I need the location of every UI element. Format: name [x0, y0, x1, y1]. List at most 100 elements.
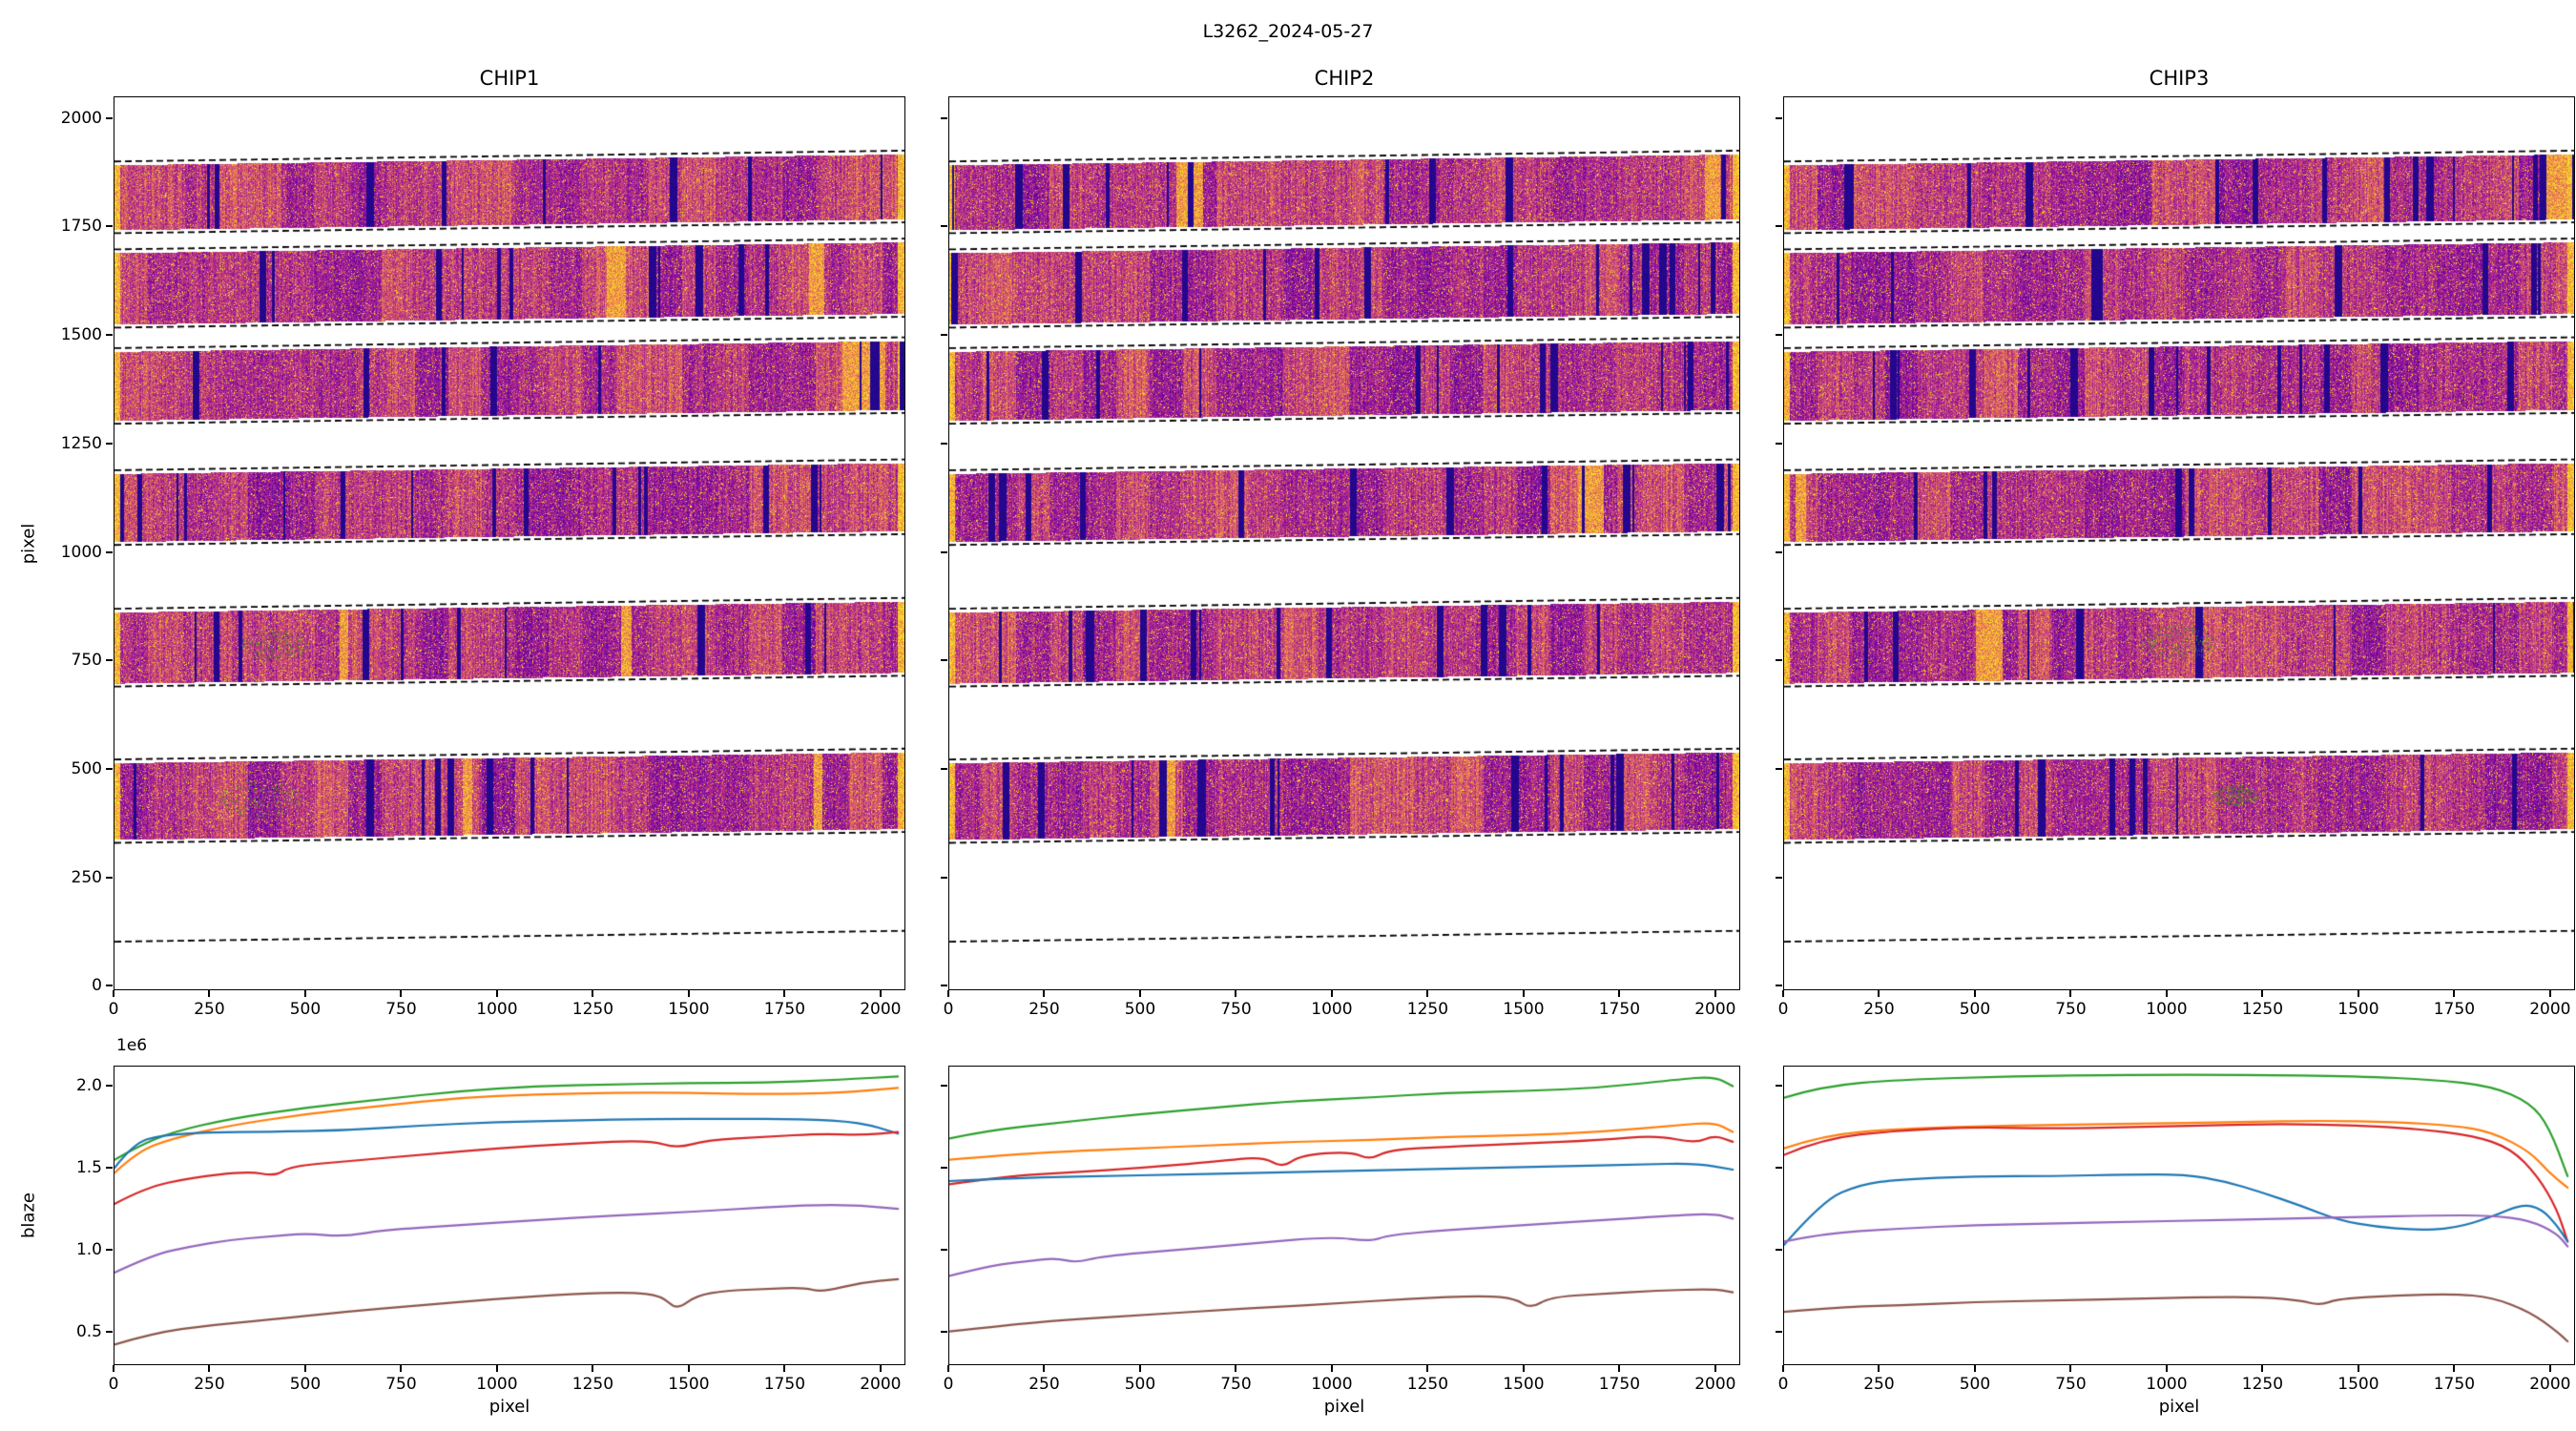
chip1-blaze-panel	[114, 1066, 905, 1365]
offset-text: 1e6	[116, 1036, 148, 1055]
y-tick	[1776, 442, 1782, 445]
x-tick	[2069, 990, 2072, 997]
chip2-title: CHIP2	[1314, 67, 1375, 90]
y-tick	[1776, 550, 1782, 553]
x-tick	[2548, 990, 2551, 997]
x-tick	[1235, 1365, 1237, 1372]
x-tick	[208, 990, 211, 997]
x-tick	[947, 1365, 949, 1372]
x-tick	[303, 990, 306, 997]
x-tick-label: 0	[108, 1375, 119, 1394]
x-tick	[2548, 1365, 2551, 1372]
x-tick	[687, 990, 690, 997]
x-tick-label: 750	[385, 1375, 417, 1394]
x-tick	[1138, 1365, 1141, 1372]
x-tick-label: 1750	[2433, 1000, 2476, 1019]
y-tick	[941, 985, 947, 987]
y-tick	[106, 1331, 113, 1334]
y-tick	[106, 1249, 113, 1252]
x-tick-label: 1000	[476, 1000, 518, 1019]
x-tick-label: 1250	[1406, 1000, 1449, 1019]
x-tick-label: 1500	[1503, 1375, 1545, 1394]
x-tick-label: 2000	[1694, 1000, 1736, 1019]
chip3-blaze-panel	[1783, 1066, 2575, 1365]
y-tick	[106, 659, 113, 662]
x-tick-label: 250	[1863, 1000, 1895, 1019]
y-tick	[941, 442, 947, 445]
x-tick	[2165, 990, 2168, 997]
y-tick	[941, 1331, 947, 1334]
x-tick-label: 1250	[1406, 1375, 1449, 1394]
x-tick-label: 500	[1959, 1000, 1991, 1019]
y-tick	[941, 550, 947, 553]
y-tick	[106, 334, 113, 337]
x-tick-label: 250	[194, 1375, 225, 1394]
figure-title: L3262_2024-05-27	[1202, 21, 1374, 42]
x-tick	[1618, 1365, 1621, 1372]
y-tick	[106, 1166, 113, 1169]
x-tick	[2357, 1365, 2359, 1372]
x-tick	[783, 990, 786, 997]
x-tick	[1878, 1365, 1880, 1372]
x-tick	[1878, 990, 1880, 997]
x-tick	[687, 1365, 690, 1372]
x-tick	[2165, 1365, 2168, 1372]
y-tick	[941, 334, 947, 337]
x-tick-label: 1750	[763, 1375, 806, 1394]
x-tick	[1235, 990, 1237, 997]
x-tick-label: 1500	[668, 1375, 710, 1394]
x-tick-label: 2000	[1694, 1375, 1736, 1394]
x-tick-label: 500	[1124, 1375, 1156, 1394]
x-tick	[2453, 990, 2456, 997]
x-tick-label: 2000	[2529, 1375, 2571, 1394]
x-tick-label: 1250	[2241, 1375, 2284, 1394]
y-tick	[106, 1084, 113, 1087]
x-tick	[113, 1365, 114, 1372]
x-tick	[2357, 990, 2359, 997]
y-tick	[1776, 1249, 1782, 1252]
x-tick-label: 1500	[668, 1000, 710, 1019]
x-tick-label: 500	[1124, 1000, 1156, 1019]
x-tick-label: 1750	[2433, 1375, 2476, 1394]
y-tick	[1776, 116, 1782, 119]
y-tick-label: 2000	[60, 108, 102, 128]
x-tick	[1782, 1365, 1784, 1372]
x-tick-label: 0	[943, 1375, 954, 1394]
x-tick	[1618, 990, 1621, 997]
x-tick	[208, 1365, 211, 1372]
x-tick	[2261, 1365, 2264, 1372]
x-tick-label: 1000	[1311, 1000, 1353, 1019]
x-tick-label: 750	[2055, 1000, 2087, 1019]
chip3-spectrum-panel	[1783, 96, 2575, 990]
x-tick	[2069, 1365, 2072, 1372]
x-tick	[1973, 990, 1976, 997]
x-tick	[1330, 990, 1333, 997]
chip2-spectrum-canvas	[949, 97, 1739, 989]
bottom-row-ylabel: blaze	[18, 1192, 39, 1238]
y-tick	[1776, 985, 1782, 987]
chip1-spectrum-panel	[114, 96, 905, 990]
x-tick-label: 750	[385, 1000, 417, 1019]
x-tick-label: 2000	[860, 1375, 902, 1394]
y-tick	[106, 876, 113, 879]
x-tick	[1043, 1365, 1046, 1372]
x-tick	[303, 1365, 306, 1372]
x-tick	[495, 990, 498, 997]
y-tick-label: 500	[71, 759, 102, 779]
top-row-ylabel: pixel	[18, 523, 39, 565]
y-tick-label: 0	[92, 976, 102, 996]
y-tick	[1776, 1331, 1782, 1334]
x-tick	[1426, 1365, 1429, 1372]
chip1-spectrum-canvas	[114, 97, 904, 989]
y-tick-label: 0.5	[75, 1322, 102, 1342]
y-tick	[106, 225, 113, 228]
x-tick-label: 250	[1028, 1000, 1060, 1019]
x-tick-label: 500	[289, 1375, 322, 1394]
x-tick-label: 1250	[2241, 1000, 2284, 1019]
x-tick	[2453, 1365, 2456, 1372]
y-tick	[1776, 876, 1782, 879]
x-tick	[2261, 990, 2264, 997]
y-tick	[106, 116, 113, 119]
x-tick	[1330, 1365, 1333, 1372]
